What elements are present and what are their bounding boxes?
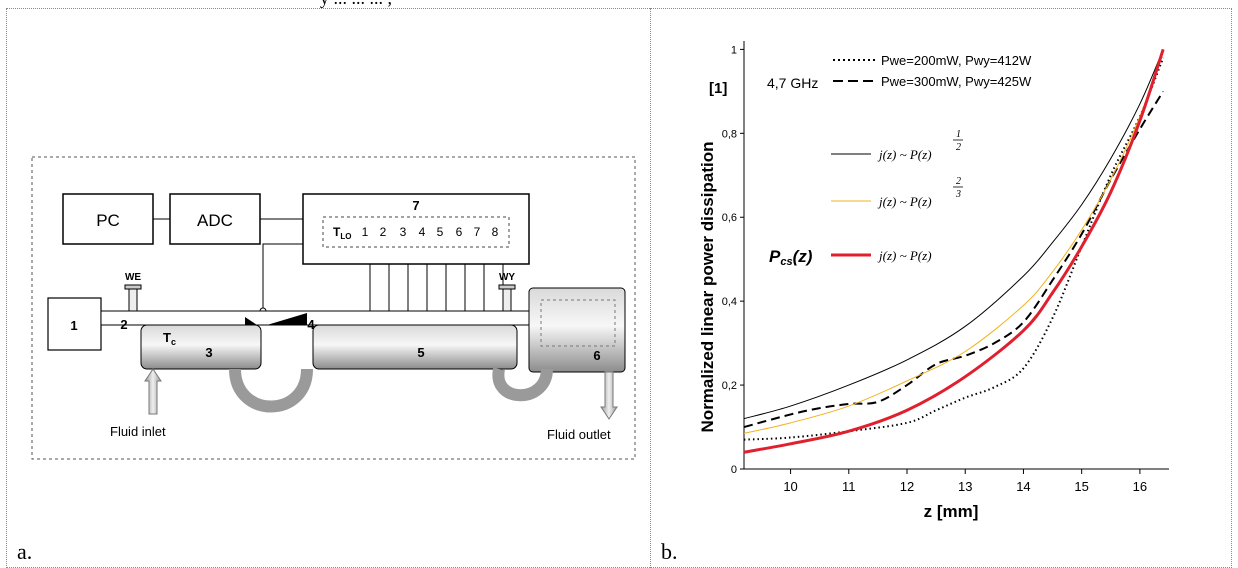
sensor-4: 4	[419, 225, 426, 239]
label-5: 5	[417, 345, 424, 360]
sensor-group-box	[322, 216, 510, 248]
label-3: 3	[205, 345, 212, 360]
caption-b: b.	[661, 539, 678, 564]
panel-a: PC ADC 7 TLO 1 2 3 4 5 6 7 8	[6, 8, 650, 568]
caption-a: a.	[17, 539, 33, 564]
sensor-tlo: TLO	[333, 225, 351, 241]
legend-sqrt-formula: j(z) ~ P(z)	[877, 147, 932, 162]
x-tick-label: 16	[1133, 479, 1147, 494]
legend-dotted-label: Pwe=200mW, Pwy=412W	[881, 53, 1032, 68]
y-tick-label: 0	[731, 464, 737, 476]
sensor-2: 2	[380, 225, 387, 239]
x-tick-label: 11	[842, 479, 856, 494]
sensor-7: 7	[474, 225, 481, 239]
tlo-wire	[262, 243, 303, 309]
y-tick-label: 1	[731, 44, 737, 56]
pcs-label: Pcs(z)	[769, 247, 813, 268]
block-7	[302, 193, 530, 265]
x-axis-title: z [mm]	[924, 502, 979, 521]
block-7-label: 7	[412, 198, 419, 213]
frequency-label: 4,7 GHz	[767, 75, 818, 91]
tank-3	[140, 324, 262, 370]
x-tick-label: 12	[900, 479, 914, 494]
y-axis-title: Normalized linear power dissipation	[698, 142, 717, 433]
y-unit: [1]	[709, 80, 727, 97]
setup-schematic: PC ADC 7 TLO 1 2 3 4 5 6 7 8	[31, 156, 636, 460]
loop-right	[492, 367, 553, 402]
inlet-arrow	[144, 368, 162, 415]
legend-sqrt-exp-den: 2	[956, 142, 961, 153]
label-4: 4	[307, 317, 315, 332]
series-line-2	[743, 49, 1164, 420]
x-tick-label: 10	[783, 479, 797, 494]
legend-linear-formula: j(z) ~ P(z)	[877, 248, 932, 263]
series-line-4	[743, 48, 1165, 454]
we-label: WE	[125, 272, 141, 283]
taper-left	[245, 317, 257, 325]
sensor-wires	[367, 264, 506, 317]
sensor-6: 6	[456, 225, 463, 239]
tc-label: Tc	[163, 330, 176, 347]
legend-twothirds-exp-num: 2	[956, 176, 961, 187]
y-tick-label: 0,2	[722, 380, 737, 392]
y-tick-label: 0,6	[722, 212, 737, 224]
adc-label: ADC	[197, 211, 233, 230]
outlet-arrow	[600, 371, 618, 420]
sensor-labels: TLO 1 2 3 4 5 6 7 8	[333, 225, 499, 241]
header-fragment: y ... ... ... ,	[320, 0, 392, 9]
fluid-outlet-label: Fluid outlet	[547, 427, 611, 442]
sensor-5: 5	[437, 225, 444, 239]
taper-right	[267, 313, 307, 325]
sensor-1: 1	[362, 225, 369, 239]
legend-twothirds-formula: j(z) ~ P(z)	[877, 194, 932, 209]
pc-block	[62, 193, 154, 245]
waveguide	[100, 310, 530, 326]
pc-label: PC	[96, 211, 120, 230]
sensor-8: 8	[492, 225, 499, 239]
legend-twothirds-exp-den: 3	[955, 189, 961, 200]
label-2: 2	[120, 317, 127, 332]
block-1-label: 1	[70, 318, 77, 333]
y-tick-label: 0,8	[722, 128, 737, 140]
legend-dashed-label: Pwe=300mW, Pwy=425W	[881, 74, 1032, 89]
sensor-3: 3	[400, 225, 407, 239]
loop-left	[229, 368, 313, 413]
panel-b: 10 11 12 13 14 15 16 0 0,2 0,4 0,6 0,8 1 Normalized …	[650, 8, 1232, 568]
legend-sqrt-exp-num: 1	[956, 129, 961, 140]
x-tick-label: 15	[1074, 479, 1088, 494]
wy-label: WY	[499, 272, 515, 283]
block-1	[47, 297, 102, 351]
tank-5	[312, 324, 518, 370]
setup-frame	[31, 156, 636, 460]
x-tick-label: 14	[1016, 479, 1030, 494]
x-tick-label: 13	[958, 479, 972, 494]
y-tick-label: 0,4	[722, 296, 737, 308]
block-6	[528, 287, 626, 373]
series-line-3	[743, 49, 1164, 434]
label-6: 6	[593, 348, 600, 363]
fluid-inlet-label: Fluid inlet	[110, 424, 166, 439]
